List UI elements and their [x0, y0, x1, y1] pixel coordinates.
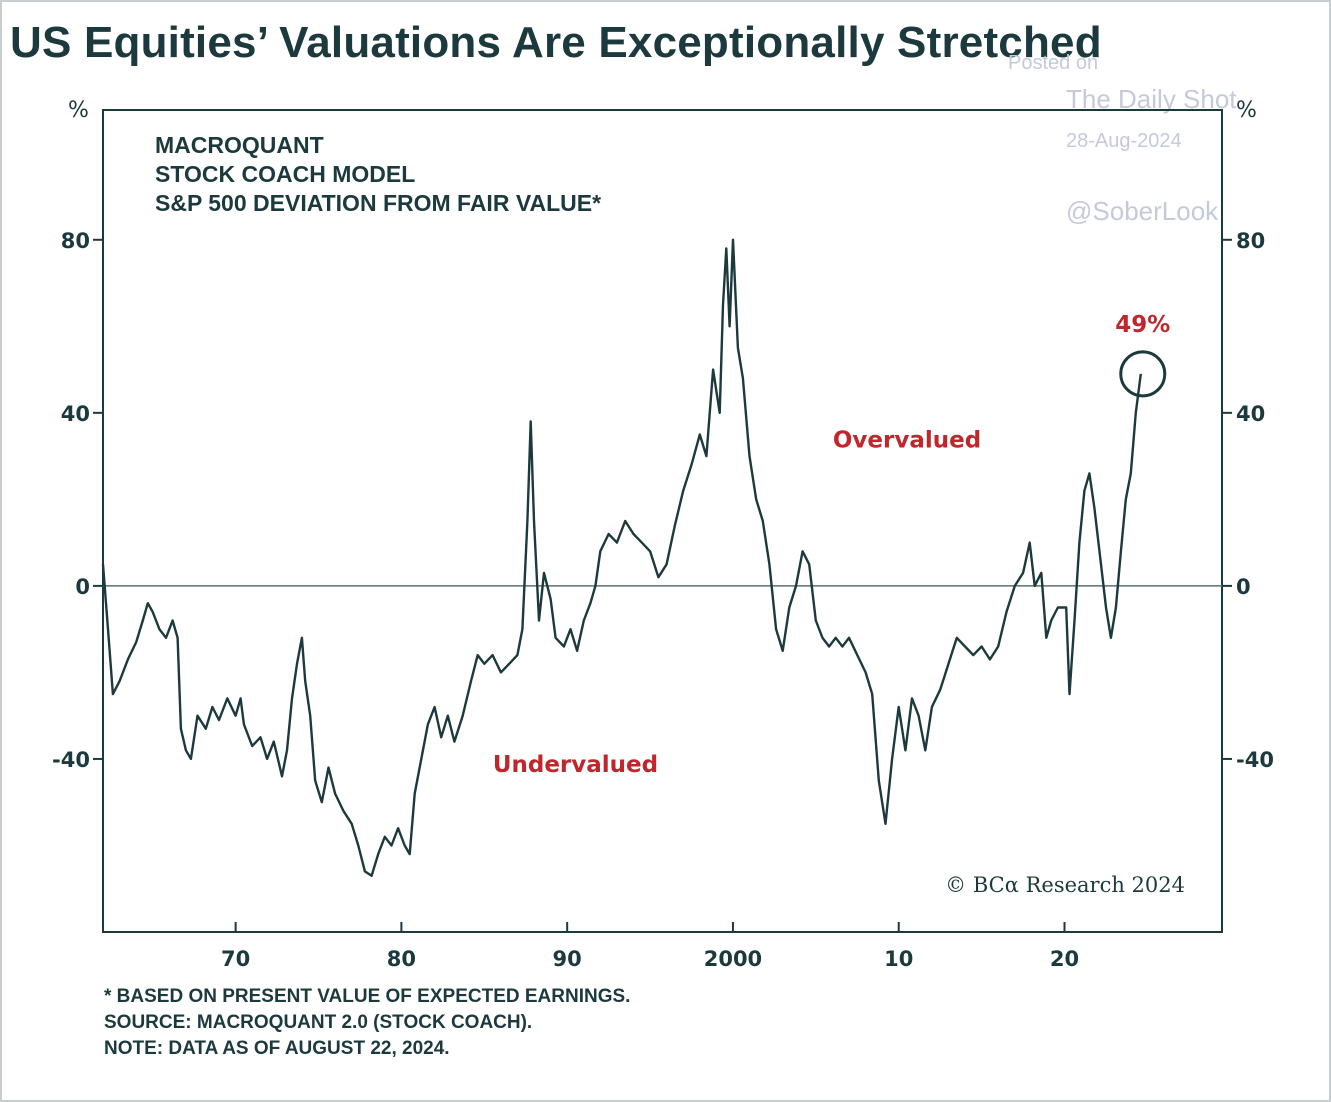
copyright-label: © BCα Research 2024 — [945, 873, 1185, 897]
chart-subtitle-1: MACROQUANT — [155, 132, 324, 158]
watermark-handle: @SoberLook — [1066, 196, 1219, 226]
latest-value-circle — [1119, 350, 1167, 398]
page-title: US Equities’ Valuations Are Exceptionall… — [10, 18, 1102, 67]
footnote-date: NOTE: DATA AS OF AUGUST 22, 2024. — [104, 1038, 450, 1059]
watermark-posted-on: Posted on — [1008, 52, 1099, 74]
y-unit-left: % — [68, 98, 89, 123]
y-unit-right: % — [1236, 98, 1257, 123]
y-tick-label-left: 0 — [75, 575, 90, 599]
x-tick-label: 70 — [221, 947, 250, 971]
series-line-sp500-deviation — [101, 238, 1142, 877]
x-tick-label: 20 — [1050, 947, 1079, 971]
watermark-date: 28-Aug-2024 — [1066, 130, 1182, 152]
y-tick-label-left: 80 — [61, 229, 90, 253]
y-tick-label-right: 80 — [1236, 229, 1265, 253]
chart-subtitle-3: S&P 500 DEVIATION FROM FAIR VALUE* — [155, 190, 602, 216]
footnote-basis: * BASED ON PRESENT VALUE OF EXPECTED EAR… — [104, 986, 631, 1007]
plot-area-border — [102, 109, 1223, 933]
y-tick-label-right: 40 — [1236, 402, 1265, 426]
chart-subtitle-2: STOCK COACH MODEL — [155, 161, 416, 187]
x-tick-label: 2000 — [704, 947, 762, 971]
y-tick-label-right: 0 — [1236, 575, 1251, 599]
x-tick-label: 10 — [884, 947, 913, 971]
y-tick-label-right: -40 — [1236, 748, 1274, 772]
y-tick-label-left: -40 — [52, 748, 90, 772]
annotation-latest-value: 49% — [1115, 312, 1170, 338]
annotation-undervalued: Undervalued — [493, 752, 658, 778]
x-tick-label: 80 — [387, 947, 416, 971]
footnote-source: SOURCE: MACROQUANT 2.0 (STOCK COACH). — [104, 1012, 533, 1033]
annotation-overvalued: Overvalued — [833, 427, 981, 453]
y-tick-label-left: 40 — [61, 402, 90, 426]
x-tick-label: 90 — [553, 947, 582, 971]
